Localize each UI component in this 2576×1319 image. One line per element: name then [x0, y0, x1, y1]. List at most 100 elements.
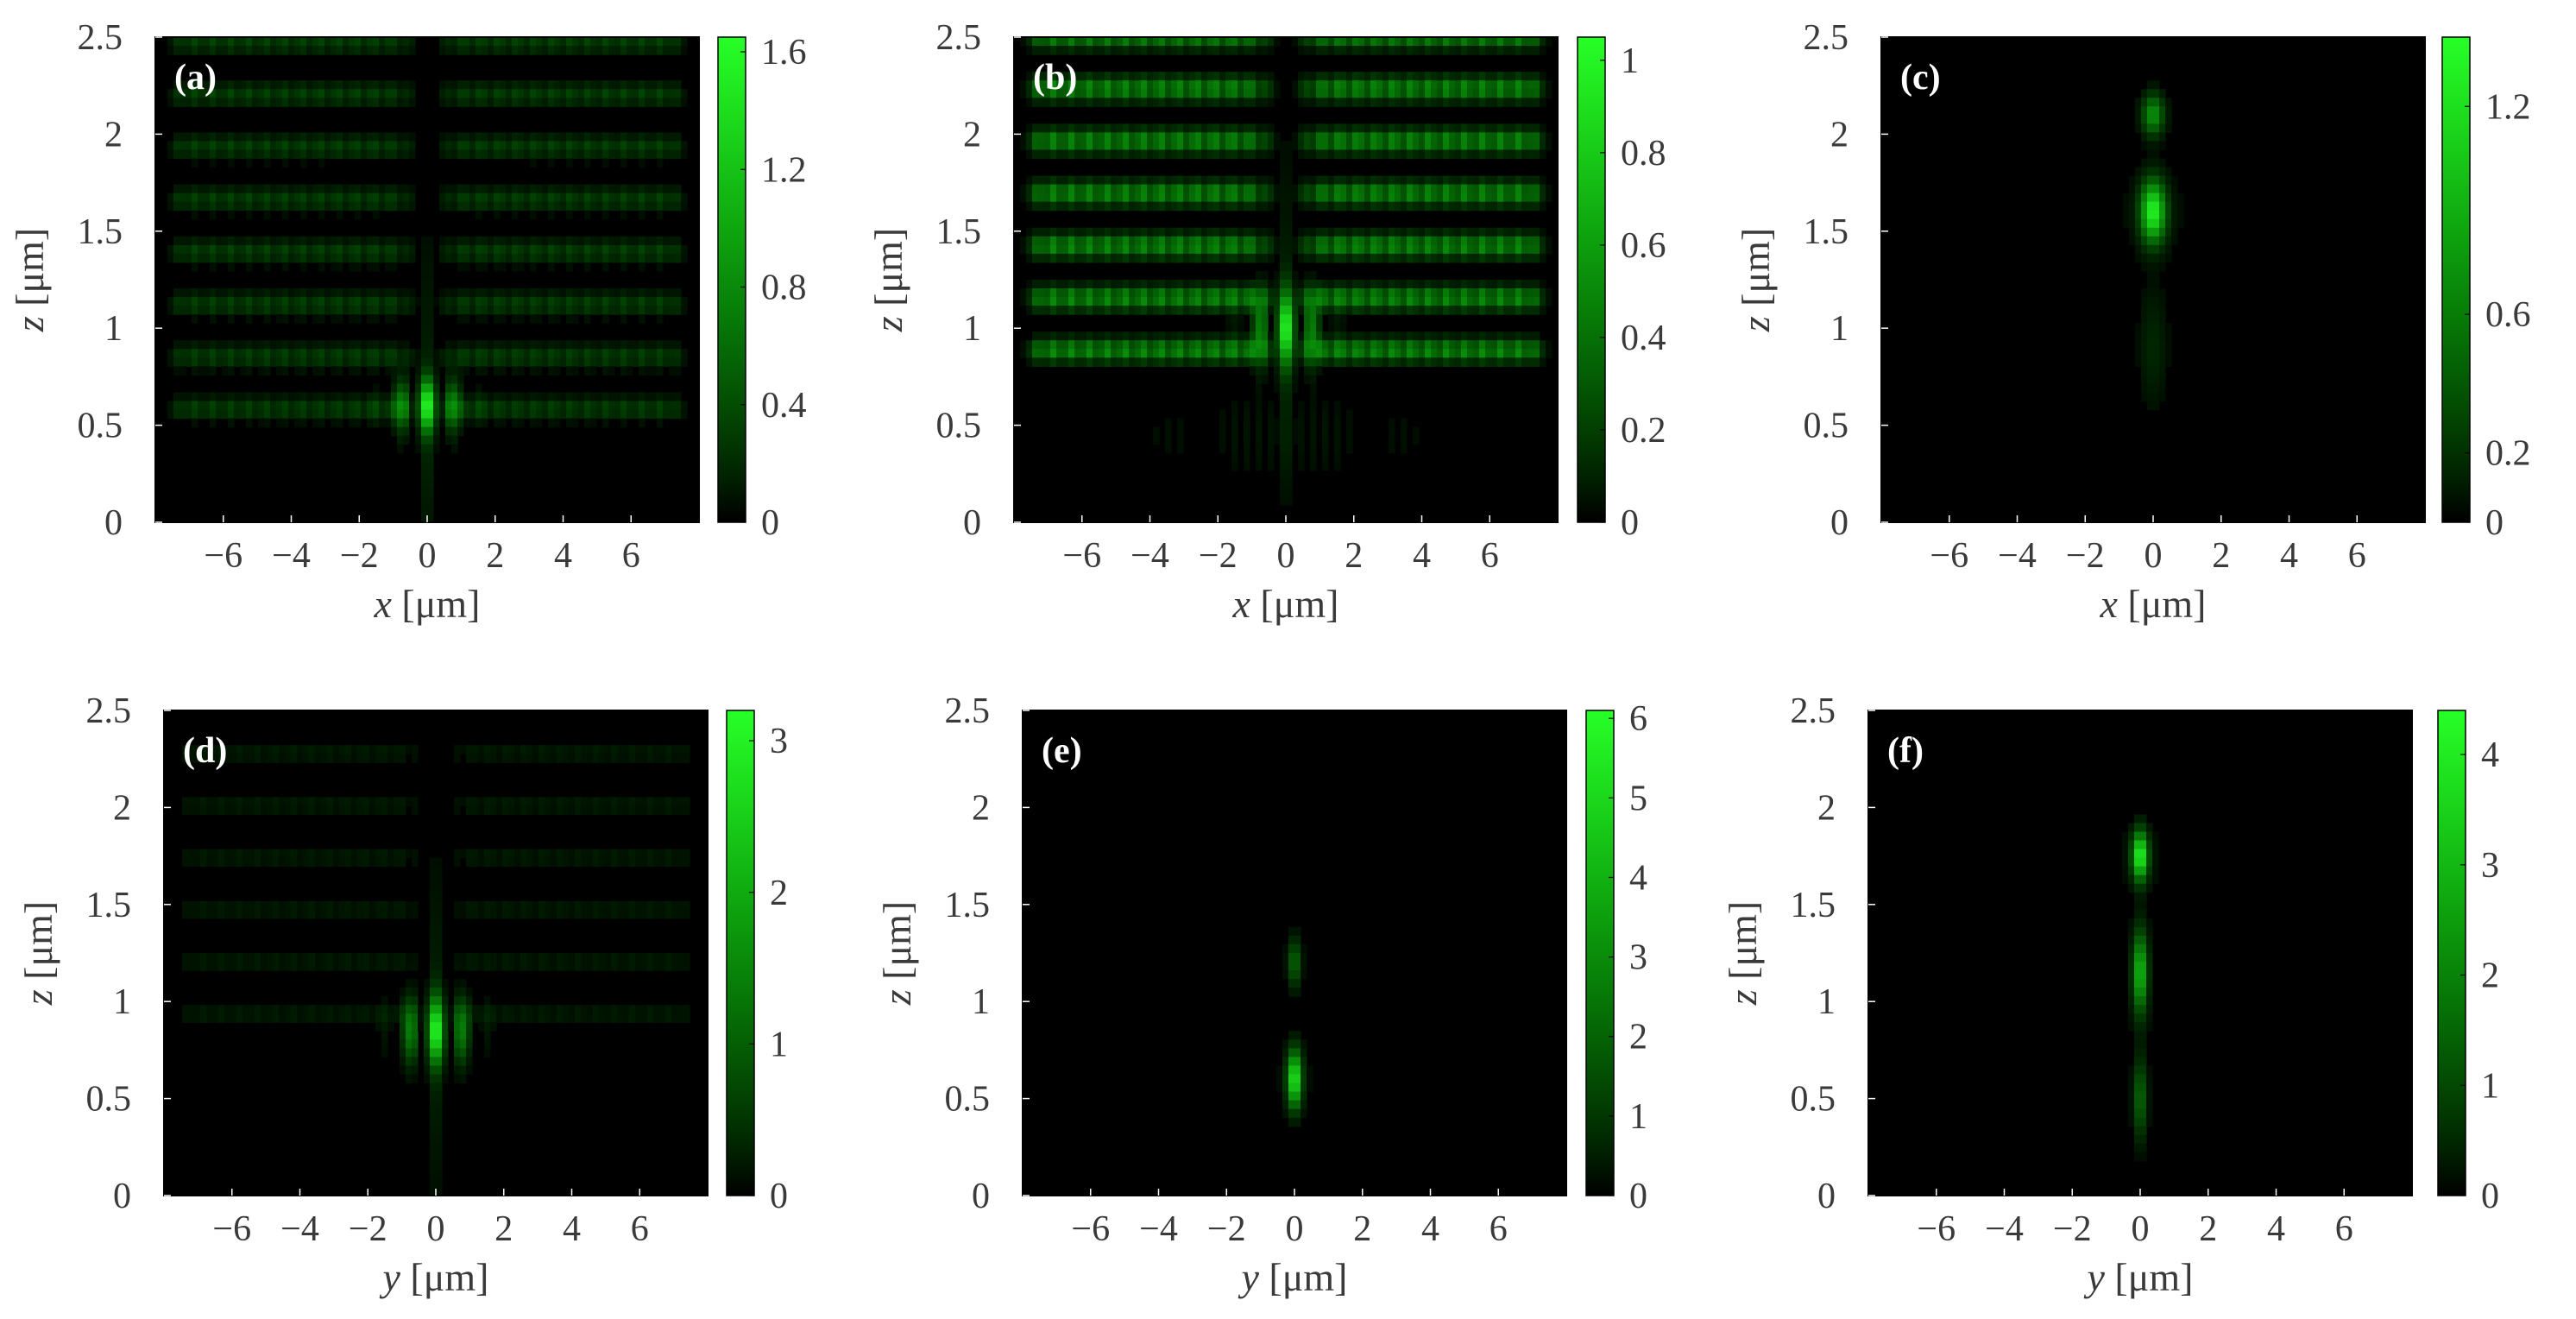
heatmap-cell	[1298, 401, 1305, 411]
heatmap-cell	[639, 158, 646, 168]
heatmap-cell	[1183, 46, 1190, 55]
heatmap-cell	[198, 401, 205, 411]
heatmap-cell	[566, 340, 573, 350]
heatmap-cell	[663, 288, 670, 298]
heatmap-cell	[1322, 236, 1329, 246]
heatmap-cell	[258, 253, 265, 263]
heatmap-cell	[264, 357, 271, 367]
heatmap-cell	[198, 288, 205, 298]
heatmap-cell	[1020, 244, 1027, 255]
heatmap-cell	[1443, 227, 1450, 237]
heatmap-cell	[1280, 409, 1287, 420]
heatmap-cell	[488, 401, 494, 411]
heatmap-cell	[312, 297, 319, 306]
heatmap-cell	[409, 288, 416, 298]
heatmap-cell	[1177, 426, 1184, 437]
heatmap-cell	[1425, 306, 1432, 315]
heatmap-cell	[469, 46, 476, 55]
heatmap-cell	[1280, 452, 1287, 463]
heatmap-cell	[1056, 331, 1063, 341]
heatmap-cell	[1213, 89, 1220, 98]
heatmap-cell	[276, 149, 283, 160]
heatmap-cell	[361, 46, 368, 55]
heatmap-cell	[476, 236, 482, 246]
heatmap-cell	[306, 98, 313, 107]
heatmap-cell	[1244, 98, 1250, 107]
heatmap-cell	[1207, 89, 1214, 98]
heatmap-cell	[1467, 306, 1474, 315]
heatmap-cell	[276, 201, 283, 211]
heatmap-cell	[1546, 89, 1553, 98]
heatmap-cell	[186, 349, 192, 358]
heatmap-cell	[2153, 280, 2160, 289]
heatmap-cell	[451, 253, 458, 263]
heatmap-cell	[1479, 184, 1486, 194]
heatmap-cell	[1207, 192, 1214, 203]
heatmap-cell	[264, 340, 271, 350]
heatmap-cell	[1213, 98, 1220, 107]
heatmap-cell	[651, 192, 658, 203]
heatmap-cell	[2153, 366, 2160, 376]
heatmap-cell	[596, 401, 603, 411]
heatmap-cell	[385, 236, 392, 246]
heatmap-cell	[572, 366, 579, 376]
heatmap-cell	[645, 357, 652, 367]
heatmap-cell	[373, 236, 380, 246]
heatmap-cell	[1159, 201, 1166, 211]
heatmap-cell	[349, 236, 356, 246]
heatmap-cell	[2159, 236, 2166, 246]
heatmap-cell	[1256, 392, 1263, 402]
heatmap-cell	[524, 349, 531, 358]
heatmap-cell	[379, 349, 386, 358]
heatmap-cell	[439, 80, 446, 90]
heatmap-cell	[639, 253, 646, 263]
y-tick-label: 2	[1830, 115, 1849, 155]
heatmap-cell	[1250, 149, 1257, 160]
heatmap-cell	[288, 192, 295, 203]
heatmap-cell	[1376, 244, 1383, 255]
heatmap-cell	[385, 314, 392, 324]
heatmap-cell	[566, 297, 573, 306]
heatmap-cell	[1268, 297, 1275, 306]
heatmap-cell	[663, 141, 670, 151]
heatmap-cell	[1298, 340, 1305, 350]
heatmap-cell	[1521, 80, 1528, 90]
heatmap-cell	[608, 98, 615, 107]
heatmap-cell	[578, 306, 585, 315]
heatmap-cell	[1334, 435, 1341, 445]
heatmap-cell	[451, 340, 458, 350]
heatmap-cell	[373, 418, 380, 428]
heatmap-cell	[1515, 306, 1522, 315]
heatmap-cell	[1328, 349, 1335, 358]
heatmap-cell	[252, 184, 259, 194]
heatmap-cell	[530, 210, 537, 220]
heatmap-cell	[1123, 192, 1130, 203]
heatmap-cell	[216, 409, 223, 420]
heatmap-cell	[1207, 349, 1214, 358]
heatmap-cell	[524, 80, 531, 90]
heatmap-cell	[1268, 46, 1275, 55]
heatmap-cell	[1050, 349, 1057, 358]
heatmap-cell	[608, 392, 615, 402]
heatmap-cell	[1195, 357, 1202, 367]
heatmap-cell	[1298, 357, 1305, 367]
heatmap-cell	[1473, 340, 1480, 350]
heatmap-cell	[1485, 357, 1492, 367]
heatmap-cell	[433, 409, 440, 420]
heatmap-cell	[1093, 89, 1099, 98]
heatmap-cell	[1280, 262, 1287, 272]
y-tick-label: 2.5	[936, 18, 982, 58]
heatmap-cell	[180, 288, 186, 298]
heatmap-cell	[228, 236, 235, 246]
heatmap-cell	[1165, 46, 1172, 55]
heatmap-cell	[1050, 192, 1057, 203]
x-tick-label: 4	[554, 536, 572, 576]
heatmap-cell	[1086, 201, 1093, 211]
heatmap-cell	[1376, 89, 1383, 98]
heatmap-cell	[1389, 149, 1395, 160]
heatmap-cell	[1231, 244, 1238, 255]
heatmap-cell	[210, 366, 217, 376]
heatmap-cell	[457, 132, 464, 142]
heatmap-cell	[331, 37, 337, 47]
heatmap-cell	[300, 184, 307, 194]
